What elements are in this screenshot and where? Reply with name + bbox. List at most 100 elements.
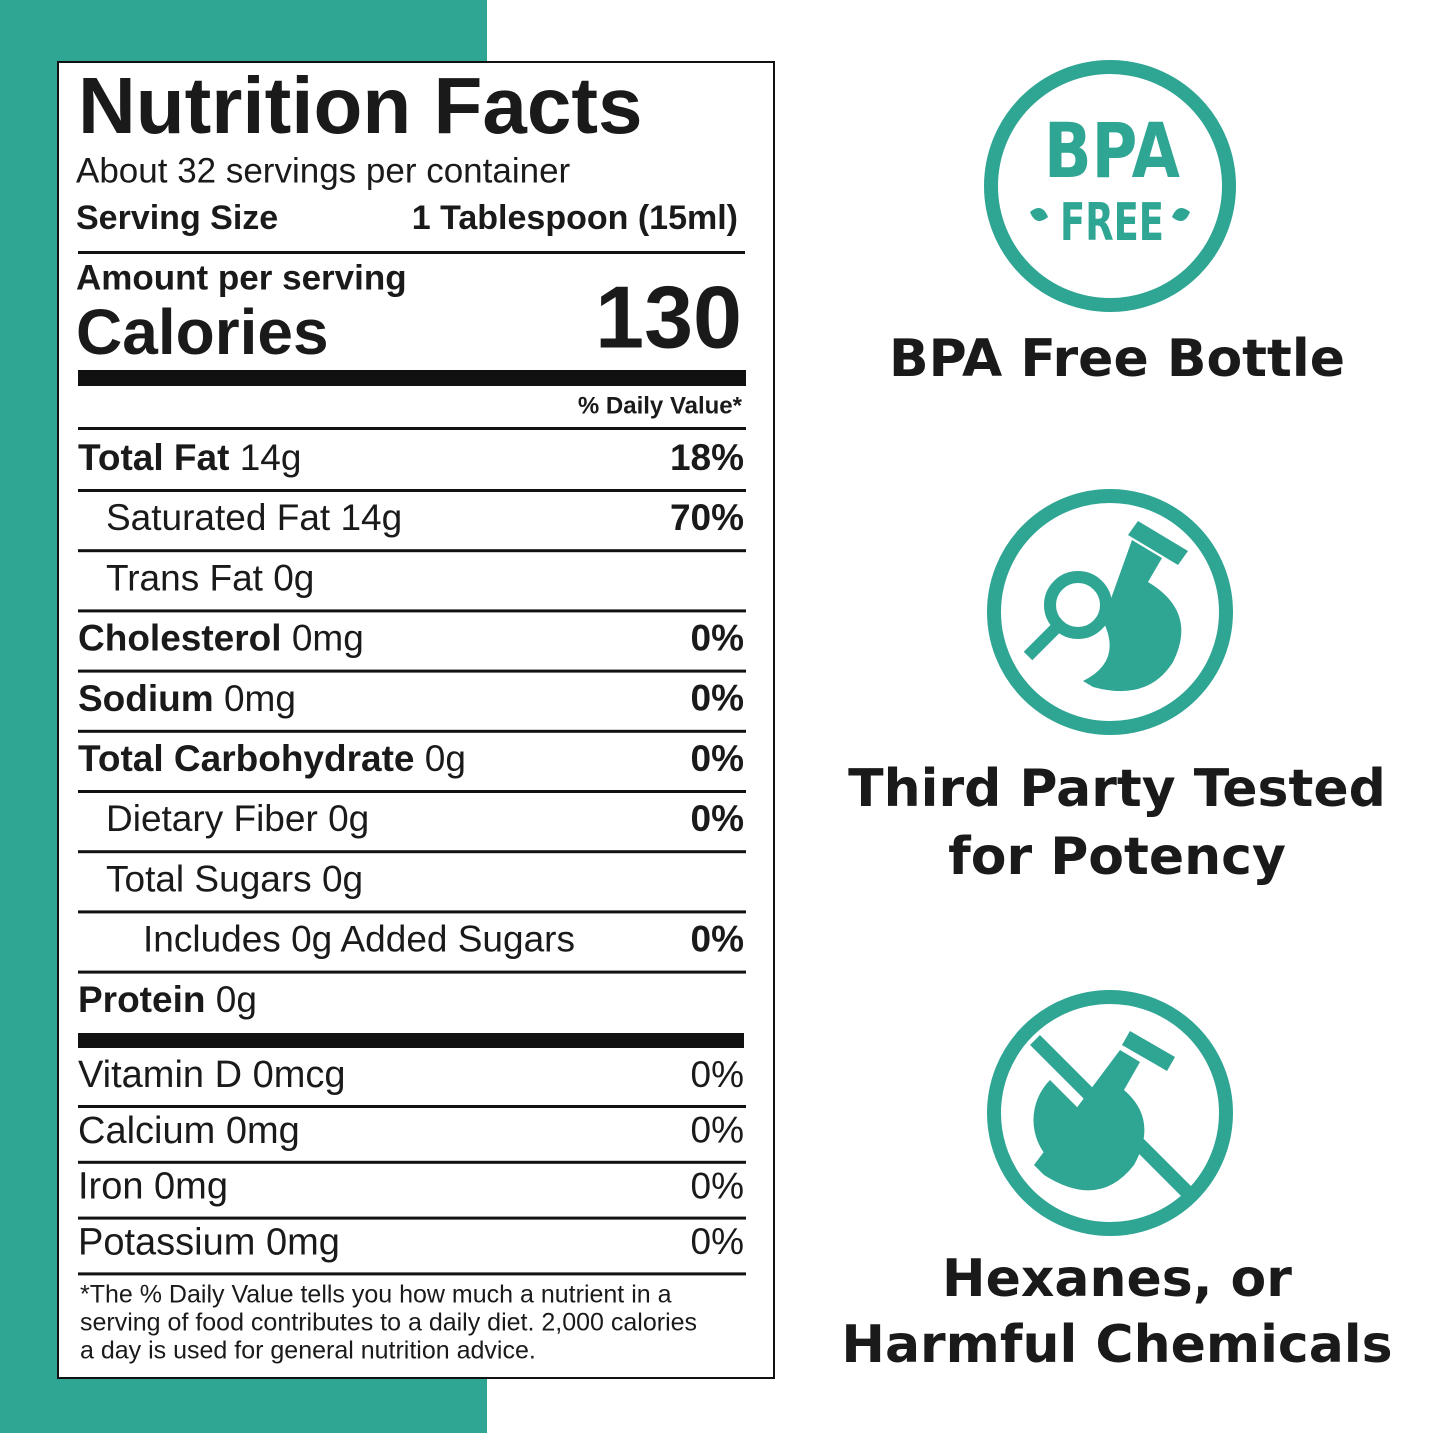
footnote: *The % Daily Value tells you how much a … <box>80 1281 672 1309</box>
serving-size-label: Serving Size <box>76 199 278 237</box>
rule <box>78 669 746 673</box>
badge-icon-text: FREE <box>1060 193 1164 253</box>
nutrient-amount: 0g <box>216 979 257 1020</box>
rule <box>78 1160 746 1164</box>
vitamin-dv: 0% <box>691 1054 744 1095</box>
rule <box>78 850 746 854</box>
vitamin-amount: 0mg <box>154 1166 228 1208</box>
vitamin-amount: 0mg <box>266 1221 340 1263</box>
nutrient-name: Protein <box>78 979 205 1020</box>
nutrient-amount: 0g <box>322 858 363 899</box>
rule <box>78 1216 746 1220</box>
rule <box>78 427 746 430</box>
icon-fills <box>1030 208 1190 1191</box>
nutrient-amount: 0g <box>328 798 369 839</box>
badge-circle <box>987 489 1233 735</box>
rule <box>78 549 746 553</box>
vitamin-name: Calcium <box>78 1110 215 1152</box>
vitamin-dv: 0% <box>691 1110 744 1151</box>
nutrient: Dietary Fiber 0g <box>106 798 369 839</box>
badge-caption: Third Party Tested <box>848 759 1386 819</box>
serving-size: 1 Tablespoon (15ml) <box>412 199 738 237</box>
icons <box>984 60 1236 1236</box>
rule <box>78 489 746 492</box>
vitamin-name: Vitamin D <box>78 1054 242 1096</box>
magnifier-handle <box>1023 621 1063 661</box>
nutrient-amount: 0g <box>273 557 314 598</box>
vitamin: Calcium 0mg <box>78 1110 300 1152</box>
badge-caption: BPA Free Bottle <box>889 329 1345 389</box>
dv-header: % Daily Value* <box>578 392 743 419</box>
nutrient-amount: 0mg <box>224 678 296 719</box>
nutrient: Protein 0g <box>78 979 257 1020</box>
nutrient-dv: 0% <box>691 617 744 658</box>
vitamin-amount: 0mg <box>226 1110 300 1152</box>
nutrient-dv: 0% <box>691 798 744 839</box>
nutrient-name: Includes 0g Added Sugars <box>143 918 575 959</box>
rule <box>78 790 746 793</box>
flask-body <box>1033 1080 1130 1177</box>
calories: 130 <box>595 267 742 366</box>
vitamin-name: Potassium <box>78 1221 255 1263</box>
nutrient-amount: 14g <box>240 437 302 478</box>
vitamin: Vitamin D 0mcg <box>78 1054 346 1096</box>
nutrient: Cholesterol 0mg <box>78 617 364 658</box>
rule <box>78 609 746 613</box>
nutrient-name: Total Carbohydrate <box>78 738 414 779</box>
rule <box>78 1105 746 1108</box>
nutrient-name: Sodium <box>78 678 214 719</box>
vitamin: Potassium 0mg <box>78 1221 340 1263</box>
badge-icon-text: BPA <box>1044 106 1180 195</box>
thick-rule <box>78 1033 744 1048</box>
nutrient-dv: 0% <box>691 738 744 779</box>
rule <box>78 910 746 914</box>
nutrient: Includes 0g Added Sugars <box>143 918 575 959</box>
rule <box>78 729 746 733</box>
badge-caption: Hexanes, or <box>942 1249 1292 1309</box>
nutrient-name: Trans Fat <box>106 557 264 598</box>
badge-circle <box>987 990 1233 1236</box>
vitamin-amount: 0mcg <box>253 1054 346 1096</box>
rule <box>78 970 746 974</box>
nutrient: Total Fat 14g <box>78 437 301 478</box>
nutrient-amount: 0g <box>425 738 466 779</box>
rule <box>78 251 745 254</box>
rule <box>78 1272 746 1276</box>
thick-rule <box>78 370 746 386</box>
badge-caption: Harmful Chemicals <box>841 1315 1392 1375</box>
vitamin-dv: 0% <box>691 1221 744 1262</box>
nutrient: Total Sugars 0g <box>106 858 363 899</box>
amount-per-serving: Amount per serving <box>76 258 407 297</box>
nutrient-name: Dietary Fiber <box>106 798 318 839</box>
nutrient-amount: 0mg <box>292 617 364 658</box>
label-title: Nutrition Facts <box>78 61 642 150</box>
nutrient-dv: 18% <box>670 437 744 478</box>
nutrient-name: Saturated Fat <box>106 497 331 538</box>
badge-circle <box>984 60 1236 312</box>
label-box <box>57 61 775 1379</box>
nutrient-dv: 0% <box>691 678 744 719</box>
nutrient-amount: 14g <box>340 497 402 538</box>
nutrient-dv: 0% <box>691 918 744 959</box>
vitamin: Iron 0mg <box>78 1166 228 1208</box>
nutrient: Saturated Fat 14g <box>106 497 402 538</box>
nutrient-name: Cholesterol <box>78 617 282 658</box>
vitamin-dv: 0% <box>691 1165 744 1206</box>
flask-cap <box>1128 521 1188 565</box>
nutrient-name: Total Fat <box>78 437 229 478</box>
flask <box>1083 540 1182 692</box>
nutrient-name: Total Sugars <box>106 858 312 899</box>
badge-caption: for Potency <box>948 827 1286 887</box>
magnifier <box>1044 571 1112 639</box>
nutrient: Total Carbohydrate 0g <box>78 738 466 779</box>
servings: About 32 servings per container <box>76 151 571 190</box>
nutrient: Trans Fat 0g <box>106 557 314 598</box>
nutrient-dv: 70% <box>670 497 744 538</box>
flask-cap <box>1122 1031 1175 1071</box>
footnote: serving of food contributes to a daily d… <box>80 1309 697 1337</box>
vitamin-name: Iron <box>78 1166 143 1208</box>
nutrient: Sodium 0mg <box>78 678 296 719</box>
calories-label: Calories <box>76 296 329 368</box>
footnote: a day is used for general nutrition advi… <box>80 1337 536 1365</box>
